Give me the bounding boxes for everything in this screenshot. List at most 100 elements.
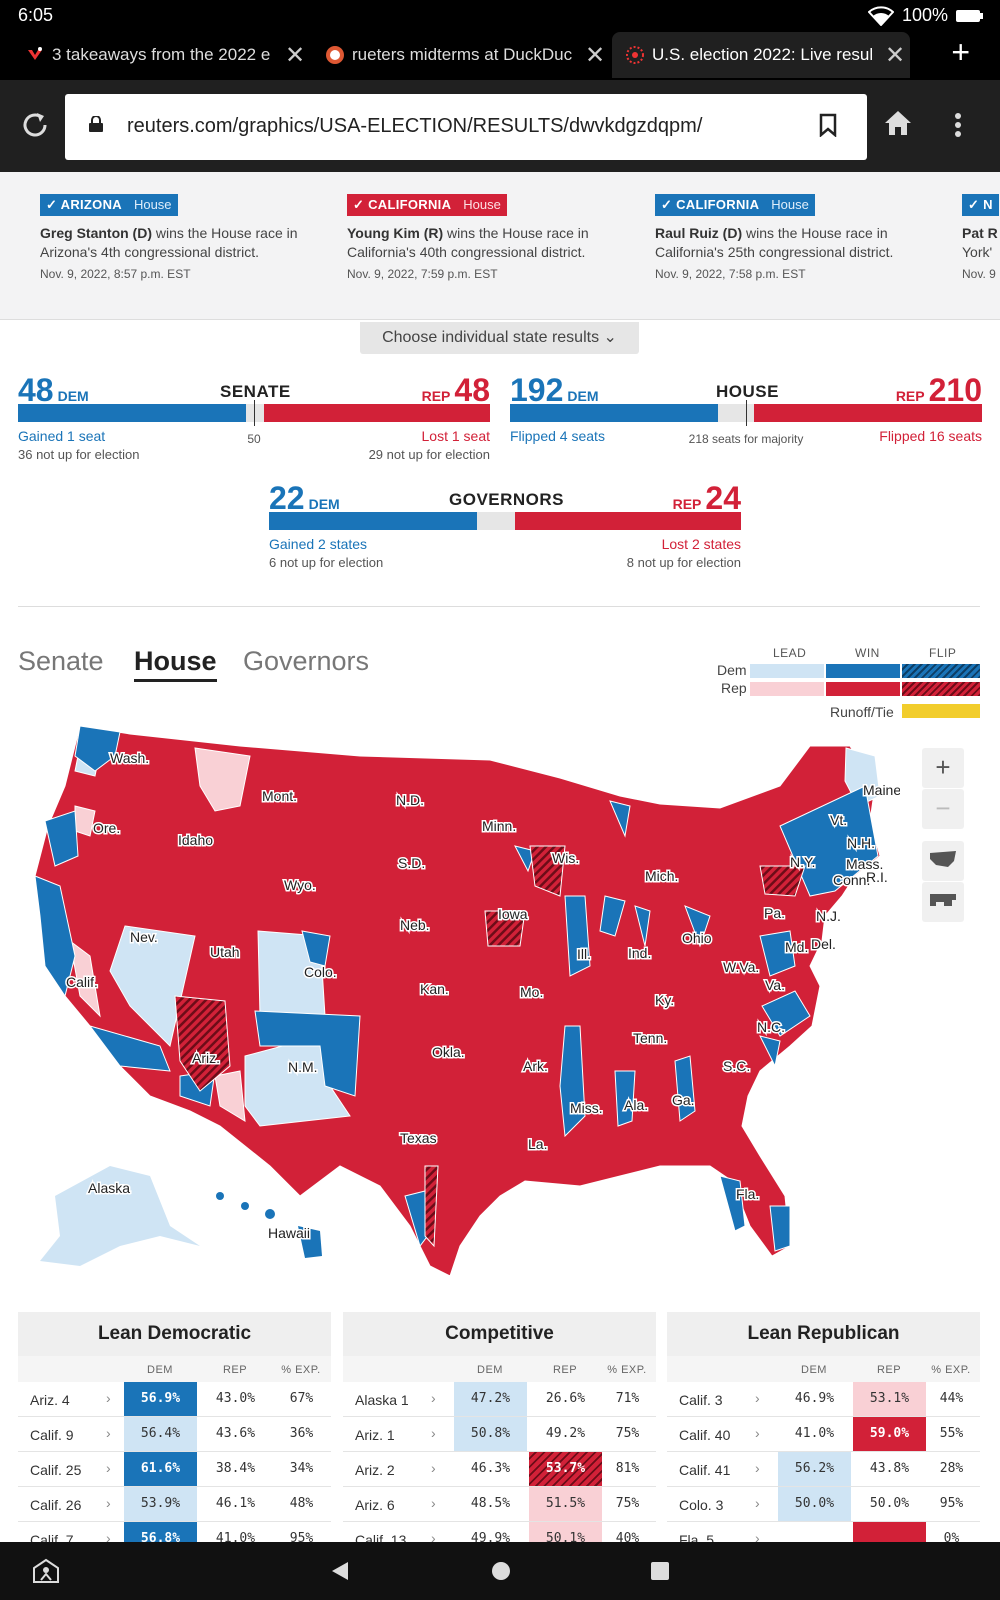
map-label: Maine <box>863 782 900 798</box>
race-tag: ✓ N <box>962 194 999 216</box>
senate-dem-change: Gained 1 seat <box>18 428 106 444</box>
table-row[interactable]: Calif. 7 › 56.8% 41.0% 95% <box>18 1522 331 1544</box>
map-label: Miss. <box>570 1100 603 1116</box>
race-tag: ✓ CALIFORNIA House <box>347 194 507 216</box>
state-labels: Wash. Mont. N.D. Minn. Ore. Idaho S.D. W… <box>65 749 901 1243</box>
recents-icon[interactable] <box>650 1561 670 1581</box>
tab-governors[interactable]: Governors <box>243 646 370 676</box>
table-row[interactable]: Ariz. 1 › 50.8% 49.2% 75% <box>343 1417 656 1452</box>
browser-toolbar: reuters.com/graphics/USA-ELECTION/RESULT… <box>0 80 1000 172</box>
governors-rep-count: REP 24 <box>672 480 741 516</box>
lean-democratic-table: Lean Democratic DEM REP% EXP. Ariz. 4 › 56.… <box>18 1312 331 1544</box>
legend-flip-header: FLIP <box>929 646 957 660</box>
map-label: N.Y. <box>790 854 815 870</box>
table-row[interactable]: Calif. 13 › 49.9% 50.1% 40% <box>343 1522 656 1544</box>
lean-republican-table: Lean Republican DEM REP% EXP. Calif. 3 › 46… <box>667 1312 980 1544</box>
table-row[interactable]: Ariz. 2 › 46.3% 53.7% 81% <box>343 1452 656 1487</box>
legend-runoff <box>902 704 980 718</box>
table-row[interactable]: Calif. 9 › 56.4% 43.6% 36% <box>18 1417 331 1452</box>
us-map-view-icon[interactable] <box>922 841 964 881</box>
legend-runoff-label: Runoff/Tie <box>830 704 894 720</box>
ticker-text: York' <box>962 244 993 260</box>
zoom-out-button[interactable]: − <box>922 789 964 829</box>
bookmark-icon[interactable] <box>819 113 837 137</box>
legend-rep-win <box>826 682 900 696</box>
map-label: N.C. <box>757 1019 785 1035</box>
ticker-text: wins the House race in Arizona's 4th con… <box>40 225 298 260</box>
table-row[interactable]: Alaska 1 › 47.2% 26.6% 71% <box>343 1382 656 1417</box>
map-label: Conn. <box>833 872 870 888</box>
map-label: Texas <box>400 1130 437 1146</box>
cartogram-view-icon[interactable] <box>922 882 964 922</box>
house-majority: 218 seats for majority <box>688 432 804 446</box>
table-row[interactable]: Calif. 25 › 61.6% 38.4% 34% <box>18 1452 331 1487</box>
table-row[interactable]: Fla. 5 › 0% <box>667 1522 980 1544</box>
map-label: La. <box>528 1136 547 1152</box>
table-row[interactable]: Calif. 40 › 41.0% 59.0% 55% <box>667 1417 980 1452</box>
table-row[interactable]: Ariz. 4 › 56.9% 43.0% 67% <box>18 1382 331 1417</box>
table-header: DEM REP% EXP. <box>18 1356 331 1382</box>
house-rep-count: REP 210 <box>895 372 982 408</box>
reload-icon[interactable] <box>20 110 50 140</box>
rep-flip-regions <box>174 845 806 1248</box>
map-label: Va. <box>765 977 785 993</box>
tab-senate[interactable]: Senate <box>18 646 104 676</box>
table-row[interactable]: Calif. 3 › 46.9% 53.1% 44% <box>667 1382 980 1417</box>
us-house-map[interactable]: Wash. Mont. N.D. Minn. Ore. Idaho S.D. W… <box>20 726 900 1296</box>
map-label: Ariz. <box>192 1050 220 1066</box>
ticker-item[interactable]: ✓ CALIFORNIA House Raul Ruiz (D) wins the… <box>655 194 930 281</box>
choose-state-dropdown[interactable]: Choose individual state results ⌄ <box>360 322 639 354</box>
table-row[interactable]: Calif. 26 › 53.9% 46.1% 48% <box>18 1487 331 1522</box>
divider <box>18 606 980 607</box>
accessibility-icon[interactable] <box>32 1558 60 1584</box>
map-label: Del. <box>811 936 836 952</box>
url-text[interactable]: reuters.com/graphics/USA-ELECTION/RESULT… <box>127 115 703 137</box>
tab-title: rueters midterms at DuckDuc <box>352 45 573 64</box>
ticker-item[interactable]: ✓ CALIFORNIA House Young Kim (R) wins the… <box>347 194 622 281</box>
house-title: HOUSE <box>716 382 779 401</box>
senate-title: SENATE <box>220 382 291 401</box>
rep-lead-regions <box>69 747 251 1122</box>
table-row[interactable]: Ariz. 6 › 48.5% 51.5% 75% <box>343 1487 656 1522</box>
table-row[interactable]: Colo. 3 › 50.0% 50.0% 95% <box>667 1487 980 1522</box>
table-row[interactable]: Calif. 41 › 56.2% 43.8% 28% <box>667 1452 980 1487</box>
home-nav-icon[interactable] <box>490 1560 512 1582</box>
close-tab-icon[interactable]: ✕ <box>584 41 606 69</box>
chevron-down-icon: ⌄ <box>603 329 617 346</box>
map-label: Idaho <box>178 832 213 848</box>
map-label: Alaska <box>88 1180 130 1196</box>
map-label: N.D. <box>396 792 424 808</box>
ticker-time: Nov. 9, 2022, 7:59 p.m. EST <box>347 267 498 281</box>
back-icon[interactable] <box>330 1560 350 1582</box>
winner-name: Raul Ruiz (D) <box>655 225 743 241</box>
address-bar[interactable]: reuters.com/graphics/USA-ELECTION/RESULT… <box>65 94 867 160</box>
house-rep-change: Flipped 16 seats <box>879 428 982 444</box>
browser-tab-active[interactable]: U.S. election 2022: Live resul ✕ <box>612 32 910 78</box>
close-tab-icon[interactable]: ✕ <box>884 41 906 69</box>
home-icon[interactable] <box>884 110 912 136</box>
zoom-in-button[interactable]: + <box>922 748 964 788</box>
map-label: S.C. <box>723 1058 750 1074</box>
tab-title: U.S. election 2022: Live resul <box>652 45 874 64</box>
governors-dem-note: 6 not up for election <box>269 555 384 570</box>
tab-title: 3 takeaways from the 2022 e <box>52 45 271 64</box>
new-tab-icon[interactable]: + <box>951 34 970 70</box>
competitive-table: Competitive DEM REP% EXP. Alaska 1 › 47.2% 2… <box>343 1312 656 1544</box>
tab-house[interactable]: House <box>134 646 217 682</box>
close-tab-icon[interactable]: ✕ <box>284 41 306 69</box>
map-label: Ga. <box>672 1092 695 1108</box>
browser-tab-strip: 3 takeaways from the 2022 e ✕ rueters mi… <box>0 30 1000 80</box>
map-label: Colo. <box>304 964 337 980</box>
table-title: Lean Republican <box>667 1312 980 1356</box>
ticker-item[interactable]: ✓ ARIZONA House Greg Stanton (D) wins the… <box>40 194 315 281</box>
browser-tab[interactable]: rueters midterms at DuckDuc ✕ <box>312 32 610 78</box>
ticker-time: Nov. 9, 2022, 8:57 p.m. EST <box>40 267 191 281</box>
ticker-item[interactable]: ✓ N Pat R York' Nov. 9 <box>962 194 1000 281</box>
browser-tab[interactable]: 3 takeaways from the 2022 e ✕ <box>12 32 310 78</box>
map-label: Nev. <box>130 929 158 945</box>
lock-icon <box>89 116 103 132</box>
map-label: Ill. <box>577 946 591 962</box>
more-menu-icon[interactable] <box>954 112 962 138</box>
map-label: Ore. <box>93 820 120 836</box>
map-label: Minn. <box>482 818 516 834</box>
